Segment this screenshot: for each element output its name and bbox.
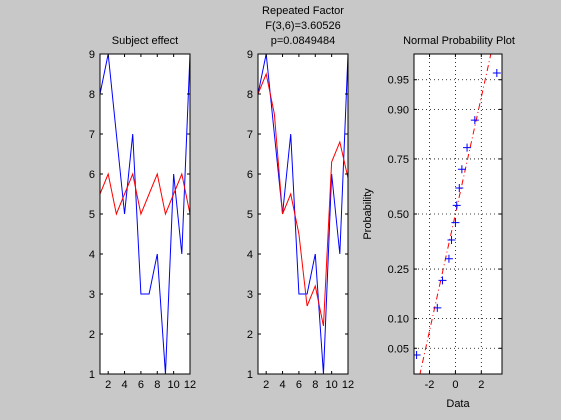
normal-probability-panel: Normal Probability Plot Data Probability… xyxy=(362,35,515,410)
x-tick-label: 12 xyxy=(342,379,354,391)
y-tick-label: 1 xyxy=(89,369,95,381)
data-layer xyxy=(414,54,501,374)
series-line-red xyxy=(258,72,348,327)
x-tick-label: 0 xyxy=(452,379,458,391)
y-tick-label: 0.75 xyxy=(388,154,409,166)
plot-area xyxy=(100,54,190,374)
repeated-factor-p-value: p=0.0849484 xyxy=(271,35,336,47)
data-point-marker xyxy=(455,183,464,192)
data-point-marker xyxy=(452,201,461,210)
x-tick-label: 4 xyxy=(121,379,127,391)
y-tick-label: 2 xyxy=(247,329,253,341)
series-line-blue xyxy=(100,54,190,374)
y-tick-label: 0.90 xyxy=(388,104,409,116)
x-tick-label: 6 xyxy=(138,379,144,391)
data-point-marker xyxy=(457,165,466,174)
y-tick-label: 0.05 xyxy=(388,343,409,355)
data-point-marker xyxy=(444,254,453,263)
x-tick-label: 2 xyxy=(478,379,484,391)
x-tick-label: 12 xyxy=(184,379,196,391)
y-tick-label: 3 xyxy=(89,289,95,301)
reference-line xyxy=(419,54,492,374)
y-tick-label: 4 xyxy=(89,249,95,261)
subject-effect-title: Subject effect xyxy=(112,35,178,47)
data-point-marker xyxy=(463,143,472,152)
data-point-marker xyxy=(451,218,460,227)
y-tick-label: 7 xyxy=(247,129,253,141)
plot-area xyxy=(414,54,502,374)
x-tick-label: -2 xyxy=(425,379,435,391)
data-layer xyxy=(258,54,348,374)
data-point-marker xyxy=(447,236,456,245)
x-tick-label: 10 xyxy=(326,379,338,391)
normal-probability-ylabel: Probability xyxy=(362,188,374,240)
data-point-marker xyxy=(438,276,447,285)
y-tick-label: 1 xyxy=(247,369,253,381)
repeated-factor-title: Repeated Factor xyxy=(262,5,344,17)
x-tick-label: 10 xyxy=(168,379,180,391)
x-tick-label: 2 xyxy=(263,379,269,391)
data-point-marker xyxy=(414,351,421,360)
y-tick-label: 9 xyxy=(247,49,253,61)
repeated-factor-panel: Repeated Factor F(3,6)=3.60526 p=0.08494… xyxy=(247,5,354,391)
x-tick-label: 8 xyxy=(312,379,318,391)
y-tick-label: 5 xyxy=(89,209,95,221)
y-tick-label: 0.95 xyxy=(388,75,409,87)
repeated-factor-f-statistic: F(3,6)=3.60526 xyxy=(265,20,341,32)
x-tick-label: 2 xyxy=(105,379,111,391)
y-tick-label: 2 xyxy=(89,329,95,341)
x-tick-label: 6 xyxy=(296,379,302,391)
y-tick-label: 9 xyxy=(89,49,95,61)
y-tick-label: 0.50 xyxy=(388,209,409,221)
series-line-blue xyxy=(258,54,348,374)
data-layer xyxy=(100,54,190,374)
y-tick-label: 6 xyxy=(247,169,253,181)
y-tick-label: 8 xyxy=(247,89,253,101)
series-line-red xyxy=(100,172,190,216)
data-point-marker xyxy=(433,303,442,312)
y-tick-label: 3 xyxy=(247,289,253,301)
x-tick-label: 4 xyxy=(279,379,285,391)
y-tick-label: 7 xyxy=(89,129,95,141)
y-tick-label: 5 xyxy=(247,209,253,221)
normal-probability-title: Normal Probability Plot xyxy=(403,35,515,47)
y-tick-label: 4 xyxy=(247,249,253,261)
x-tick-label: 8 xyxy=(154,379,160,391)
data-point-marker xyxy=(492,68,501,77)
axes-background xyxy=(100,54,190,374)
y-tick-label: 0.25 xyxy=(388,264,409,276)
y-tick-label: 8 xyxy=(89,89,95,101)
y-tick-label: 6 xyxy=(89,169,95,181)
data-point-marker xyxy=(470,116,479,125)
y-tick-label: 0.10 xyxy=(388,314,409,326)
normal-probability-xlabel: Data xyxy=(446,398,470,410)
